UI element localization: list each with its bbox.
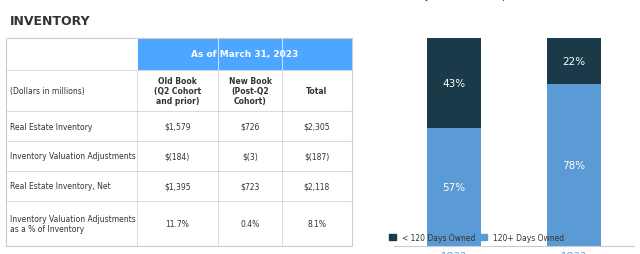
Text: $(184): $(184) <box>165 152 190 161</box>
Text: $(3): $(3) <box>242 152 258 161</box>
Text: Total: Total <box>307 87 328 96</box>
Text: Inventory Valuation Adjustments
as a % of Inventory: Inventory Valuation Adjustments as a % o… <box>10 214 136 233</box>
FancyBboxPatch shape <box>136 39 352 71</box>
Text: 22%: 22% <box>562 57 585 67</box>
Text: 11.7%: 11.7% <box>166 219 189 228</box>
Text: $1,395: $1,395 <box>164 181 191 190</box>
Text: Old Book
(Q2 Cohort
and prior): Old Book (Q2 Cohort and prior) <box>154 76 201 106</box>
Text: $726: $726 <box>241 122 260 131</box>
Text: $2,305: $2,305 <box>303 122 330 131</box>
Text: (Dollars in millions): (Dollars in millions) <box>10 87 85 96</box>
Text: INVENTORY: INVENTORY <box>10 15 91 28</box>
Bar <box>427 39 481 128</box>
Text: $1,579: $1,579 <box>164 122 191 131</box>
Text: Real Estate Inventory, Net: Real Estate Inventory, Net <box>10 181 111 190</box>
Text: 0.4%: 0.4% <box>241 219 260 228</box>
Text: 8.1%: 8.1% <box>307 219 326 228</box>
Text: $2,118: $2,118 <box>304 181 330 190</box>
Bar <box>547 84 600 246</box>
Text: 57%: 57% <box>442 182 465 192</box>
Text: Inventory Valuation Adjustments: Inventory Valuation Adjustments <box>10 152 136 161</box>
Legend: < 120 Days Owned, 120+ Days Owned: < 120 Days Owned, 120+ Days Owned <box>385 230 568 245</box>
Text: 78%: 78% <box>562 161 585 170</box>
Bar <box>427 128 481 246</box>
Text: New Book
(Post-Q2
Cohort): New Book (Post-Q2 Cohort) <box>228 76 271 106</box>
Text: 43%: 43% <box>442 78 465 88</box>
Text: As of March 31, 2023: As of March 31, 2023 <box>191 50 298 59</box>
Bar <box>547 39 600 84</box>
Text: $723: $723 <box>241 181 260 190</box>
Text: Real Estate Inventory: Real Estate Inventory <box>10 122 93 131</box>
Text: 1Q23 Resale Revenue Mix Based
on Days of Ownership: 1Q23 Resale Revenue Mix Based on Days of… <box>394 0 564 1</box>
Text: $(187): $(187) <box>305 152 330 161</box>
